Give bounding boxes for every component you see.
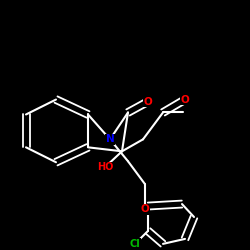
Text: Cl: Cl bbox=[130, 239, 140, 249]
Text: O: O bbox=[140, 204, 149, 214]
Text: O: O bbox=[144, 96, 152, 106]
Text: O: O bbox=[180, 94, 190, 104]
Text: HO: HO bbox=[97, 162, 113, 172]
Text: N: N bbox=[106, 134, 114, 144]
